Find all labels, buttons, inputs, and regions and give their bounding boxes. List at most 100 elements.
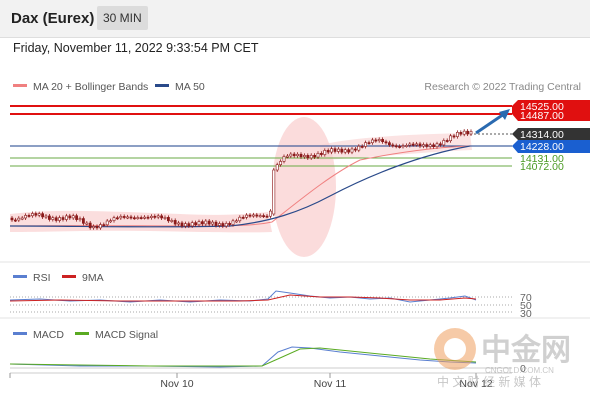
candle-body (394, 145, 398, 148)
candle-body (34, 213, 38, 216)
candle-body (333, 148, 337, 152)
candle-body (201, 221, 204, 225)
candle-body (112, 217, 116, 221)
candle-body (248, 214, 252, 217)
candle-body (24, 215, 28, 219)
candle-body (323, 150, 327, 155)
candle-body (204, 220, 208, 225)
macd-zero-label: 0 (520, 363, 526, 375)
x-label-nov11: Nov 11 (314, 378, 347, 390)
candle-body (163, 217, 167, 219)
level-badges: 14525.00 14487.00 14314.00 14228.00 1413… (512, 100, 590, 173)
candle-body (99, 224, 102, 229)
candle-body (177, 222, 181, 225)
timestamp: Friday, November 11, 2022 9:33:54 PM CET (13, 41, 259, 55)
candle-body (146, 216, 150, 219)
candle-body (54, 217, 58, 221)
bollinger-band-breakout (272, 117, 336, 257)
candle-body (116, 217, 119, 220)
candle-body (252, 214, 255, 217)
watermark-sub: CNGOLD.COM.CN (485, 366, 554, 375)
candle-body (435, 143, 439, 147)
forecast-arrow-head (499, 109, 510, 120)
candle-body (167, 217, 170, 222)
instrument-title: Dax (Eurex) (11, 10, 95, 27)
macd-signal-line (9, 347, 477, 367)
candle-body (425, 144, 429, 147)
candle-body (353, 148, 357, 151)
candle-body (126, 216, 130, 219)
candle-body (197, 221, 201, 226)
rsi-ma-legend-label: 9MA (82, 272, 104, 284)
candle-body (336, 148, 340, 152)
candle-body (415, 143, 419, 146)
candle-body (61, 217, 65, 220)
candle-body (411, 143, 415, 146)
candle-body (316, 153, 320, 158)
candle-body (255, 214, 259, 217)
candle-body (275, 164, 279, 171)
chart-header: Dax (Eurex) 30 MIN (0, 0, 590, 38)
candle-body (309, 154, 313, 159)
candle-body (218, 223, 221, 226)
timeframe-button[interactable]: 30 MIN (97, 6, 148, 30)
candle-body (27, 215, 31, 217)
cngold-logo-icon-inner (444, 338, 466, 360)
candle-body (122, 216, 126, 218)
candle-body (170, 220, 174, 222)
candle-body (30, 213, 34, 217)
candle-body (37, 213, 41, 216)
candle-body (143, 216, 147, 219)
candle-body (319, 153, 323, 155)
candle-body (343, 149, 347, 153)
cngold-watermark: 中金网 CNGOLD.COM.CN 中 文 财 经 新 媒 体 (434, 328, 571, 389)
ma50-legend-label: MA 50 (175, 81, 205, 93)
candle-body (95, 226, 99, 229)
candle-body (279, 161, 283, 166)
candle-body (224, 223, 228, 227)
candle-body (156, 215, 160, 218)
last-price-label: 14314.00 (520, 129, 564, 141)
rsi-legend-label: RSI (33, 272, 51, 284)
last-price-badge (512, 128, 590, 140)
price-candles (10, 129, 473, 230)
candle-body (10, 217, 14, 221)
candle-body (449, 135, 453, 142)
candle-body (17, 217, 21, 221)
candle-body (68, 215, 72, 219)
candle-body (452, 135, 456, 138)
candle-body (109, 220, 113, 223)
candle-body (262, 215, 266, 218)
candle-body (282, 156, 286, 162)
candle-body (20, 217, 24, 220)
candle-body (187, 223, 191, 227)
candle-body (129, 216, 133, 219)
resistance-2-label: 14525.00 (520, 101, 564, 113)
pivot-label: 14228.00 (520, 141, 564, 153)
candle-body (466, 130, 470, 135)
candle-body (370, 139, 374, 144)
candle-body (82, 218, 85, 224)
candle-body (102, 224, 106, 227)
candle-body (347, 149, 351, 153)
candle-body (136, 217, 140, 219)
candle-body (306, 155, 310, 159)
candle-body (133, 217, 136, 220)
candle-body (445, 140, 449, 142)
candle-body (194, 222, 198, 226)
candle-body (350, 148, 354, 153)
candle-body (71, 215, 75, 219)
ma20-legend-label: MA 20 + Bollinger Bands (33, 81, 148, 93)
candle-body (462, 130, 466, 135)
candle-body (455, 132, 459, 137)
candle-body (235, 220, 238, 223)
candle-body (221, 223, 225, 227)
ma20-legend-swatch (13, 84, 27, 87)
candle-body (401, 145, 405, 148)
candle-body (207, 220, 211, 225)
candle-body (119, 216, 123, 219)
candle-body (258, 215, 262, 218)
candle-body (384, 141, 388, 144)
candle-body (408, 143, 412, 146)
candle-body (105, 220, 109, 226)
